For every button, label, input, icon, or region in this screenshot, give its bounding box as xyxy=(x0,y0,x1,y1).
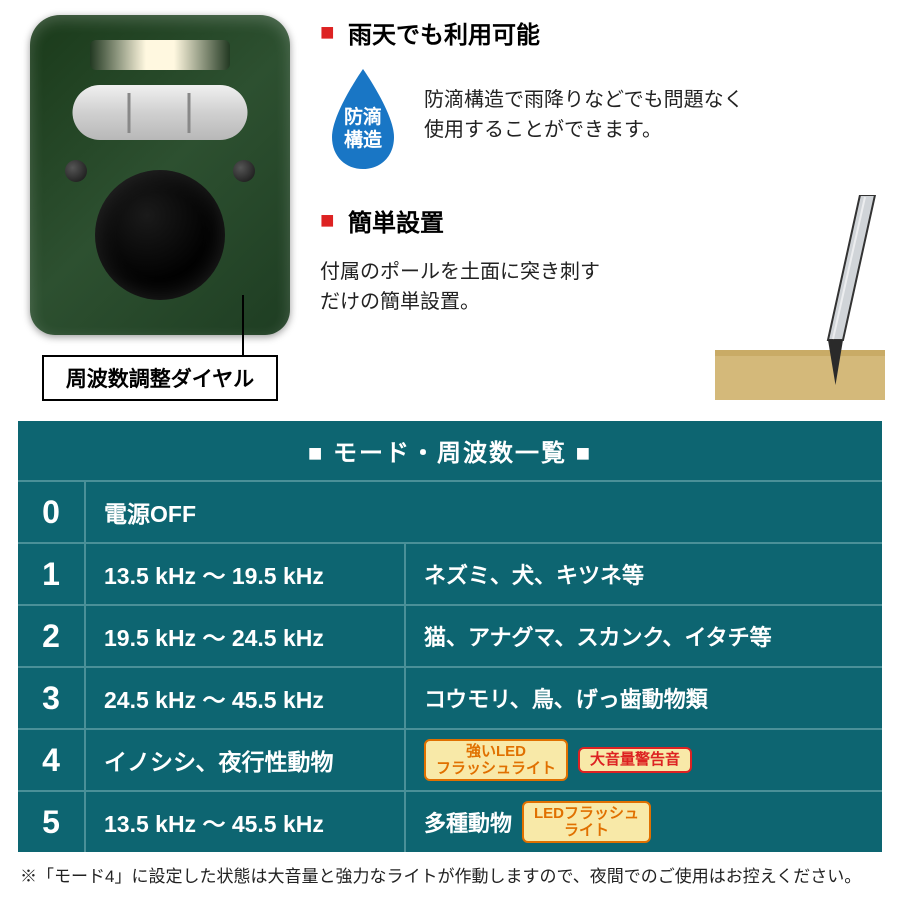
mode-target: 強いLEDフラッシュライト大音量警告音 xyxy=(406,730,882,790)
mode-frequency: イノシシ、夜行性動物 xyxy=(86,730,406,790)
waterproof-badge: 防滴 構造 xyxy=(320,65,406,173)
feature-rain-desc: 防滴構造で雨降りなどでも問題なく 使用することができます。 xyxy=(424,65,744,145)
table-row: 219.5 kHz ～ 24.5 kHz猫、アナグマ、スカンク、イタチ等 xyxy=(18,604,882,666)
table-row: 113.5 kHz ～ 19.5 kHzネズミ、犬、キツネ等 xyxy=(18,542,882,604)
mode-target: ネズミ、犬、キツネ等 xyxy=(406,544,882,604)
mode-target: 多種動物LEDフラッシュライト xyxy=(406,792,882,852)
device-pir-sensor xyxy=(73,85,248,140)
dial-label: 周波数調整ダイヤル xyxy=(42,355,278,401)
mode-frequency-table: ■ モード・周波数一覧 ■ 0電源OFF113.5 kHz ～ 19.5 kHz… xyxy=(18,421,882,852)
mode-frequency: 19.5 kHz ～ 24.5 kHz xyxy=(86,606,406,666)
device-illustration xyxy=(30,15,290,335)
feature-rain-heading: ■ 雨天でも利用可能 xyxy=(320,15,880,50)
feature-badge: 強いLEDフラッシュライト xyxy=(424,739,568,782)
mode-number: 4 xyxy=(18,730,86,790)
mode-frequency: 24.5 kHz ～ 45.5 kHz xyxy=(86,668,406,728)
mode-number: 1 xyxy=(18,544,86,604)
bullet-icon: ■ xyxy=(320,23,340,43)
mode-number: 0 xyxy=(18,482,86,542)
table-title: ■ モード・周波数一覧 ■ xyxy=(18,421,882,480)
mode-number: 5 xyxy=(18,792,86,852)
table-row: 4イノシシ、夜行性動物強いLEDフラッシュライト大音量警告音 xyxy=(18,728,882,790)
badge-line1: 防滴 xyxy=(344,107,382,128)
table-row: 324.5 kHz ～ 45.5 kHzコウモリ、鳥、げっ歯動物類 xyxy=(18,666,882,728)
footnote: ※「モード4」に設定した状態は大音量と強力なライトが作動しますので、夜間でのご使… xyxy=(0,852,900,887)
mode-frequency: 13.5 kHz ～ 45.5 kHz xyxy=(86,792,406,852)
table-row: 0電源OFF xyxy=(18,480,882,542)
pole-illustration xyxy=(715,195,885,405)
device-dial-right xyxy=(233,160,255,182)
mode-target: コウモリ、鳥、げっ歯動物類 xyxy=(406,668,882,728)
mode-target: 猫、アナグマ、スカンク、イタチ等 xyxy=(406,606,882,666)
device-flash-light xyxy=(90,40,230,70)
mode-frequency: 電源OFF xyxy=(86,482,882,542)
badge-line2: 構造 xyxy=(344,130,382,151)
feature-badge: LEDフラッシュライト xyxy=(522,801,651,844)
info-column: ■ 雨天でも利用可能 防滴 構造 防滴構造で雨降りなどでも問題なく 使用すること… xyxy=(320,15,880,401)
table-row: 513.5 kHz ～ 45.5 kHz多種動物LEDフラッシュライト xyxy=(18,790,882,852)
mode-number: 2 xyxy=(18,606,86,666)
mode-frequency: 13.5 kHz ～ 19.5 kHz xyxy=(86,544,406,604)
bullet-icon: ■ xyxy=(320,211,340,231)
mode-number: 3 xyxy=(18,668,86,728)
device-dial-left xyxy=(65,160,87,182)
device-column: 周波数調整ダイヤル xyxy=(20,15,300,401)
feature-rain-title: 雨天でも利用可能 xyxy=(348,15,540,50)
device-speaker xyxy=(95,170,225,300)
feature-badge: 大音量警告音 xyxy=(578,747,692,772)
feature-install-title: 簡単設置 xyxy=(348,203,444,238)
dial-pointer-line xyxy=(242,295,244,355)
